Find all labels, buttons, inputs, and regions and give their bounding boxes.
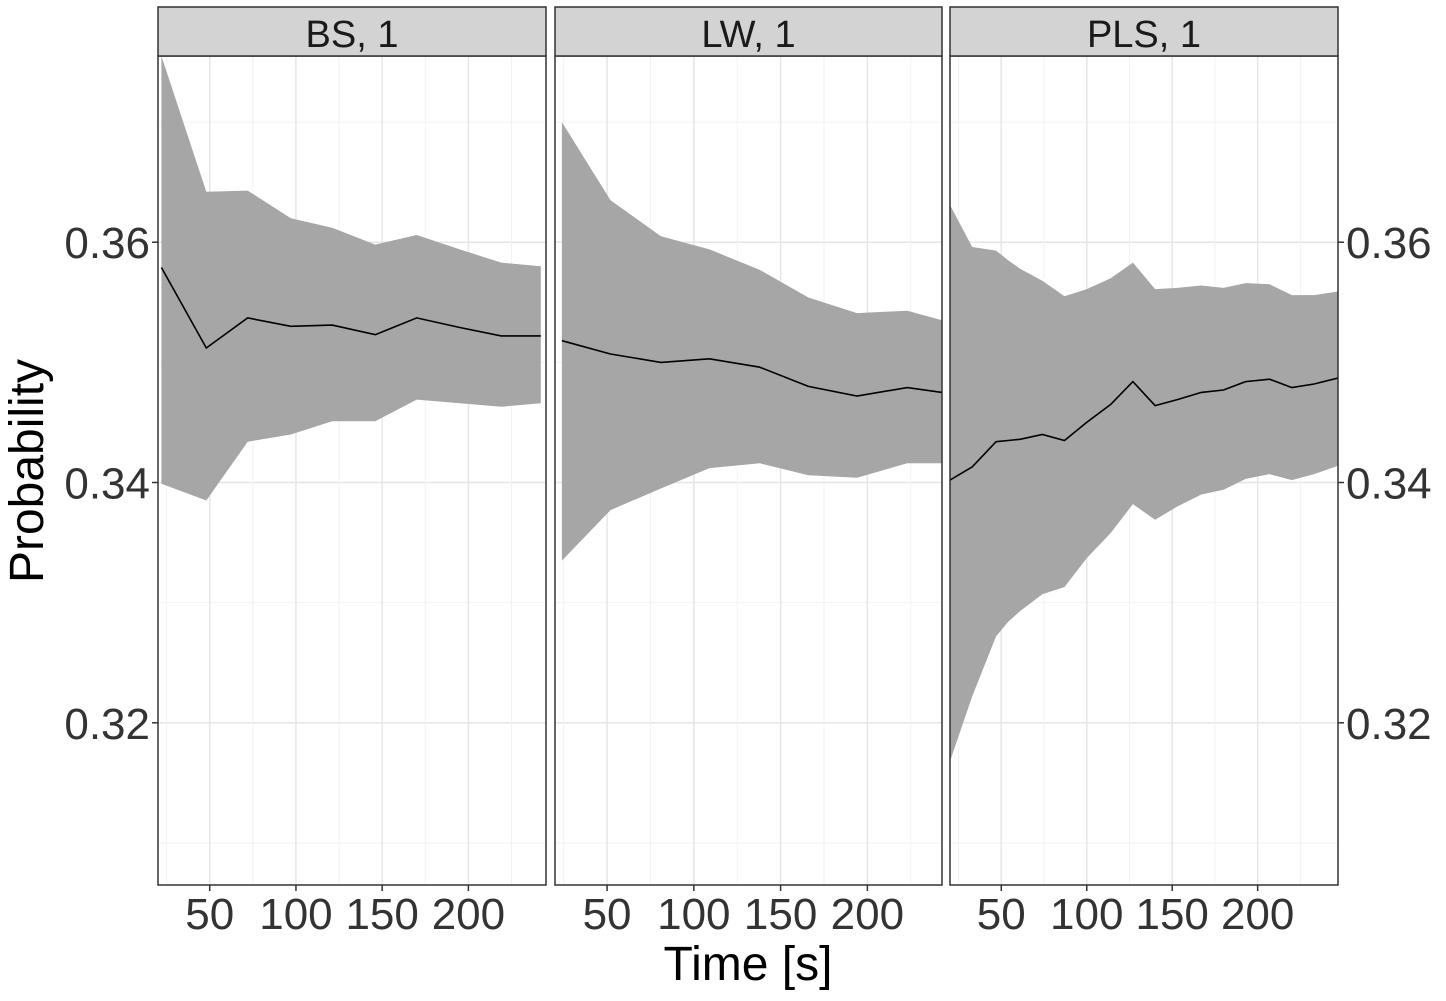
data-point [416,317,418,319]
x-tick-label: 50 [185,890,234,939]
data-point [1086,422,1088,424]
data-point [540,335,542,337]
data-point [1110,404,1112,406]
data-point [1223,389,1225,391]
facet-strip-label: BS, 1 [306,14,399,56]
data-point [1064,440,1066,442]
x-tick-label: 200 [831,890,904,939]
y-axis-title: Probability [1,359,54,583]
data-point [1132,381,1134,383]
data-point [459,327,461,329]
data-point [759,366,761,368]
data-point [1042,434,1044,436]
x-tick-label: 150 [1135,890,1208,939]
facet-strip [554,6,943,57]
data-point [247,317,249,319]
mean-line [950,377,1338,481]
x-tick-label: 200 [1221,890,1294,939]
data-point [206,347,208,349]
facet-panel-3: PLS, 1 50 100 150 200 0.32 0.34 0.36 [949,6,1432,939]
data-point [1007,440,1009,442]
x-tick-label: 100 [259,890,332,939]
data-point [1245,381,1247,383]
data-point [856,395,858,397]
confidence-ribbon [161,56,541,501]
x-tick-label: 50 [977,890,1026,939]
mean-line [561,339,942,397]
y-tick-label-left: 0.32 [64,700,150,749]
facet-strip-label: PLS, 1 [1087,14,1201,56]
facet-panel-1: BS, 1 50 100 150 200 0.32 0.34 0.36 [64,6,547,939]
confidence-ribbon [561,122,942,561]
x-tick-label: 100 [1050,890,1123,939]
data-point [1269,378,1271,380]
data-point [1154,405,1156,407]
data-point [1201,392,1203,394]
y-tick-label-right: 0.36 [1346,219,1432,268]
data-point [610,353,612,355]
data-point [808,386,810,388]
facet-panel-2: LW, 1 50 100 150 200 [554,6,943,939]
facet-strip [949,6,1339,57]
data-point [995,441,997,443]
x-tick-label: 150 [744,890,817,939]
data-point [907,387,909,389]
data-point [1177,399,1179,401]
y-tick-label-left: 0.36 [64,219,150,268]
data-point [500,335,502,337]
data-point [971,466,973,468]
data-point [1313,383,1315,385]
data-point [1291,387,1293,389]
data-point [660,362,662,364]
x-axis-title: Time [s] [664,938,833,991]
data-point [161,267,163,269]
panel-data [950,205,1338,762]
data-point [375,334,377,336]
x-tick-label: 100 [657,890,730,939]
panel-data [160,56,542,501]
x-tick-label: 150 [345,890,418,939]
facet-strip-label: LW, 1 [701,14,795,56]
confidence-ribbon [950,205,1338,762]
y-tick-label-right: 0.32 [1346,700,1432,749]
x-tick-label: 200 [432,890,505,939]
data-point [709,358,711,360]
panel-data [561,122,942,561]
x-tick-label: 50 [583,890,632,939]
y-tick-label-left: 0.34 [64,460,150,509]
data-point [290,326,292,328]
facet-strip [157,6,547,57]
data-point [331,324,333,326]
y-tick-label-right: 0.34 [1346,460,1432,509]
data-point [561,340,563,342]
mean-line [160,267,541,350]
data-point [1019,439,1021,441]
